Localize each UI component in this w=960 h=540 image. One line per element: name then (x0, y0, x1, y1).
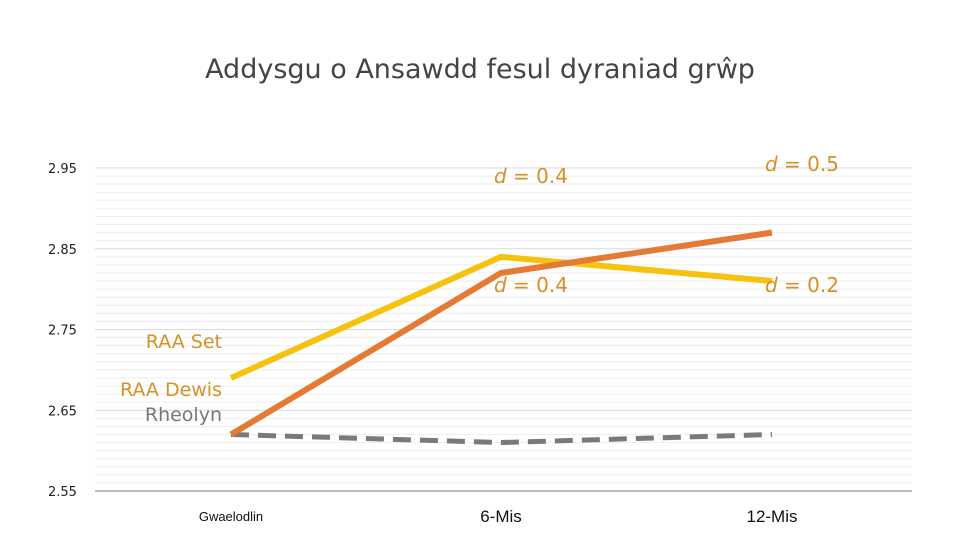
effect-size-annotation: d = 0.4 (494, 273, 568, 297)
y-axis: 2.95 2.85 2.75 2.65 2.55 (48, 162, 77, 500)
x-axis: Gwaelodlin 6-Mis 12-Mis (199, 507, 798, 526)
series-labels: RAA Set RAA Dewis Rheolyn (120, 331, 222, 426)
series-label: RAA Set (146, 331, 222, 353)
series-line-raa-dewis (229, 229, 773, 438)
effect-size-annotation: d = 0.4 (494, 164, 568, 188)
annotations: d = 0.4 d = 0.4 d = 0.5 d = 0.2 (494, 152, 839, 297)
series-lines (229, 229, 773, 446)
effect-size-annotation: d = 0.5 (765, 152, 839, 176)
y-tick-label: 2.75 (48, 324, 77, 339)
series-label: RAA Dewis (120, 379, 222, 401)
x-tick-label: 6-Mis (480, 507, 522, 526)
series-line-rheolyn (230, 431, 773, 446)
series-line-raa-set (229, 253, 773, 381)
y-tick-label: 2.55 (48, 485, 77, 500)
x-tick-label: Gwaelodlin (199, 509, 263, 524)
chart-title: Addysgu o Ansawdd fesul dyraniad grŵp (205, 54, 755, 85)
grid (95, 167, 912, 492)
y-tick-label: 2.65 (48, 404, 77, 419)
series-label: Rheolyn (145, 404, 222, 426)
y-tick-label: 2.95 (48, 162, 77, 177)
x-tick-label: 12-Mis (746, 507, 797, 526)
y-tick-label: 2.85 (48, 243, 77, 258)
effect-size-annotation: d = 0.2 (765, 273, 839, 297)
